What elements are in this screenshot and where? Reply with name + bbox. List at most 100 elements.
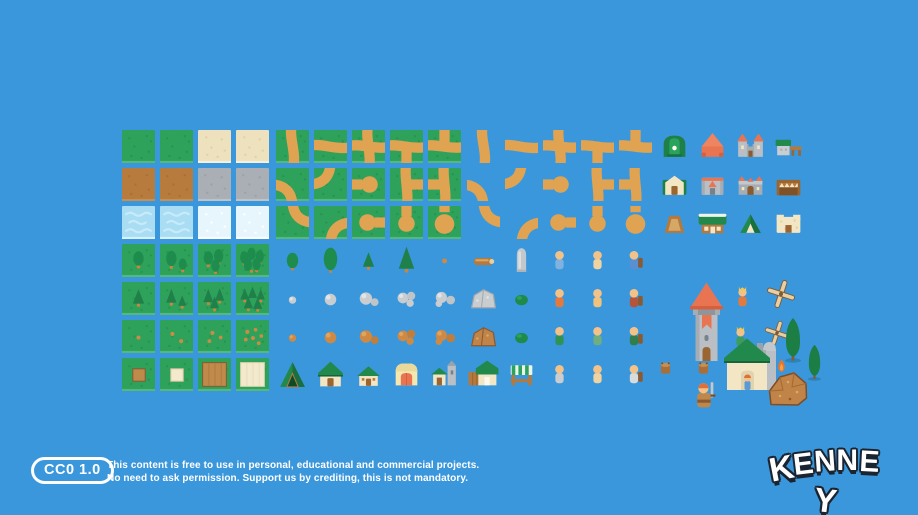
grass-spots-3 (198, 320, 231, 353)
knight (689, 379, 722, 412)
windmill (766, 279, 796, 309)
tree-round-large (314, 244, 347, 277)
license-text: This content is free to use in personal,… (107, 460, 479, 485)
path-v (467, 130, 500, 163)
person-pack (619, 358, 652, 391)
grass-path-cross (352, 130, 385, 163)
rockpile-large (768, 370, 808, 407)
bush (505, 320, 538, 353)
building-tent (276, 358, 309, 391)
grass-spots-4 (236, 320, 269, 353)
building-barn (390, 358, 423, 391)
tile-dirt (122, 168, 155, 201)
path-end-n (581, 206, 614, 239)
path-corner-ws (467, 168, 500, 201)
sprout (428, 244, 461, 277)
path-t-north (619, 130, 652, 163)
path-end-blob (619, 206, 652, 239)
path-end-e (543, 206, 576, 239)
grass-path-end-n (390, 206, 423, 239)
tile-ice (236, 206, 269, 239)
building-stand (658, 206, 691, 239)
path-end-w (543, 168, 576, 201)
person (543, 358, 576, 391)
orange-rock-medium (314, 320, 347, 353)
tile-sand (198, 130, 231, 163)
building-market-stall (505, 358, 538, 391)
grass-path-v (276, 130, 309, 163)
grass-pines-4 (236, 282, 269, 315)
person (543, 320, 576, 353)
orange-rock-cluster-1 (352, 320, 385, 353)
rock-cluster-3 (428, 282, 461, 315)
tile-dirt (160, 168, 193, 201)
person (543, 282, 576, 315)
grass-path-t-south (390, 130, 423, 163)
obelisk (505, 244, 538, 277)
kenney-logo: KENNEY (766, 444, 882, 515)
tree-pine-small (352, 244, 385, 277)
person-pack (619, 320, 652, 353)
grass-floor-pale-small (160, 358, 193, 391)
grass-path-end-e (352, 206, 385, 239)
path-corner-ne (467, 206, 500, 239)
building-shop (696, 206, 729, 239)
tree-large (807, 344, 822, 381)
building-castle-gray (734, 168, 767, 201)
grass-path-t-east (390, 168, 423, 201)
orange-rock-cluster-2 (390, 320, 423, 353)
person (581, 244, 614, 277)
grass-trees-2 (160, 244, 193, 277)
tile-sand (236, 130, 269, 163)
grass-path-t-west (428, 168, 461, 201)
grass-path-corner-ws (276, 168, 309, 201)
grass-path-corner-ne (276, 206, 309, 239)
person-pack (619, 244, 652, 277)
building-spire (696, 130, 729, 163)
tile-stone (236, 168, 269, 201)
license-line-1: This content is free to use in personal,… (107, 460, 480, 471)
person (581, 282, 614, 315)
barrel (649, 352, 682, 385)
license-line-2: No need to ask permission. Support us by… (107, 472, 469, 484)
path-h (505, 130, 538, 163)
grass-trees-4 (236, 244, 269, 277)
grass-spots-2 (160, 320, 193, 353)
grass-pines-2 (160, 282, 193, 315)
building-fort (772, 168, 805, 201)
grass-path-corner-es (314, 206, 347, 239)
tile-water (122, 206, 155, 239)
path-t-east (581, 168, 614, 201)
rock-cluster-2 (390, 282, 423, 315)
person (581, 320, 614, 353)
orange-rock-small (276, 320, 309, 353)
log (467, 244, 500, 277)
building-house-green (658, 168, 691, 201)
tile-grass (122, 130, 155, 163)
path-corner-es (505, 206, 538, 239)
building-gate (772, 206, 805, 239)
building-stall-table (772, 130, 805, 163)
king (726, 281, 759, 314)
grass-path-t-north (428, 130, 461, 163)
grass-path-end-w (352, 168, 385, 201)
grass-trees-3 (198, 244, 231, 277)
tile-water (160, 206, 193, 239)
grass-path-h (314, 130, 347, 163)
grass-floor-wood-small (122, 358, 155, 391)
tile-grass (160, 130, 193, 163)
building-dome-house (658, 130, 691, 163)
building-mill (467, 358, 500, 391)
rock-cluster-1 (352, 282, 385, 315)
grass-floor-wood-large (198, 358, 231, 391)
building-castle-towers (734, 130, 767, 163)
tree-round-small (276, 244, 309, 277)
path-corner-wn (505, 168, 538, 201)
tower-large (688, 281, 725, 361)
building-house-b (352, 358, 385, 391)
rockpile-brown (467, 320, 500, 353)
building-church (428, 358, 461, 391)
rockpile-gray (467, 282, 500, 315)
license-badge: CC0 1.0 (31, 457, 114, 484)
